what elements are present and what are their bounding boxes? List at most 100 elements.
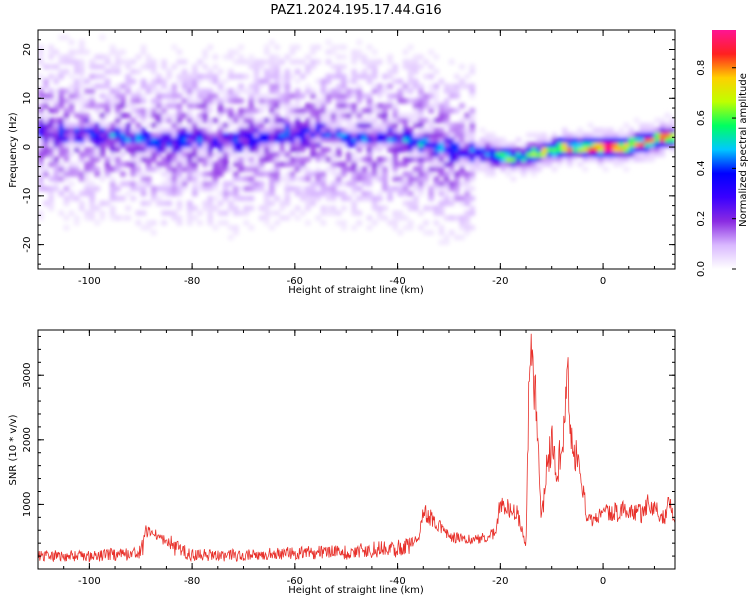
heatmap-cell — [361, 108, 368, 114]
heatmap-cell — [433, 142, 440, 148]
heatmap-cell — [120, 112, 126, 119]
heatmap-cell — [186, 220, 193, 226]
spectrogram-x-axis-label: Height of straight line (km) — [288, 285, 424, 296]
figure-title: PAZ1.2024.195.17.44.G16 — [270, 3, 441, 18]
heatmap-cell — [171, 161, 178, 167]
heatmap-cell — [289, 142, 296, 148]
heatmap-cell — [315, 142, 321, 148]
heatmap-cell — [330, 171, 337, 177]
heatmap-cell — [156, 127, 162, 133]
heatmap-cell — [140, 44, 147, 50]
heatmap-cell — [176, 137, 183, 143]
heatmap-cell — [541, 132, 547, 138]
heatmap-cell — [120, 98, 126, 104]
heatmap-cell — [500, 147, 506, 153]
heatmap-cell — [413, 186, 419, 192]
heatmap-cell — [294, 137, 301, 143]
heatmap-cell — [413, 205, 419, 211]
heatmap-cell — [104, 112, 111, 119]
heatmap-cell — [130, 186, 137, 192]
heatmap-cell — [79, 137, 85, 143]
heatmap-cell — [392, 156, 398, 163]
heatmap-cell — [454, 137, 460, 143]
heatmap-cell — [448, 186, 455, 192]
heatmap-cell — [99, 54, 106, 60]
heatmap-cell — [418, 132, 424, 138]
heatmap-cell — [428, 64, 434, 70]
heatmap-cell — [89, 181, 95, 187]
heatmap-cell — [217, 88, 224, 94]
heatmap-cell — [269, 176, 275, 182]
heatmap-cell — [115, 49, 121, 55]
heatmap-cell — [238, 112, 244, 119]
heatmap-cell — [99, 132, 106, 138]
heatmap-cell — [89, 83, 95, 89]
heatmap-cell — [73, 98, 80, 104]
heatmap-cell — [315, 103, 321, 109]
heatmap-cell — [89, 64, 95, 70]
heatmap-cell — [207, 210, 214, 216]
heatmap-cell — [238, 108, 244, 114]
heatmap-cell — [181, 127, 188, 133]
heatmap-cell — [618, 142, 625, 148]
heatmap-cell — [248, 147, 255, 153]
heatmap-cell — [382, 142, 388, 148]
heatmap-cell — [171, 132, 178, 138]
heatmap-cell — [264, 117, 270, 124]
heatmap-cell — [289, 93, 296, 99]
heatmap-cell — [649, 137, 655, 143]
heatmap-cell — [125, 127, 131, 133]
heatmap-cell — [515, 166, 522, 172]
heatmap-cell — [597, 142, 604, 148]
heatmap-cell — [454, 156, 460, 163]
heatmap-cell — [469, 108, 476, 114]
heatmap-cell — [320, 83, 327, 89]
heatmap-cell — [341, 88, 347, 94]
heatmap-cell — [515, 161, 522, 167]
heatmap-cell — [217, 190, 224, 197]
heatmap-cell — [428, 205, 434, 211]
heatmap-cell — [438, 166, 445, 172]
heatmap-cell — [115, 156, 121, 163]
heatmap-cell — [325, 78, 332, 85]
heatmap-cell — [207, 147, 214, 153]
heatmap-cell — [151, 156, 157, 163]
heatmap-cell — [335, 171, 342, 177]
heatmap-cell — [115, 147, 121, 153]
snr-x-tick-label: 0 — [600, 576, 606, 587]
heatmap-cell — [186, 161, 193, 167]
heatmap-cell — [68, 161, 75, 167]
heatmap-cell — [330, 195, 337, 202]
heatmap-cell — [377, 171, 383, 177]
heatmap-cell — [413, 103, 419, 109]
heatmap-cell — [243, 156, 250, 163]
heatmap-cell — [320, 147, 327, 153]
heatmap-cell — [454, 147, 460, 153]
spectrogram-y-tick-label: 0 — [22, 144, 33, 150]
heatmap-cell — [248, 132, 255, 138]
heatmap-cell — [94, 103, 101, 109]
heatmap-cell — [366, 78, 373, 85]
heatmap-cell — [289, 49, 296, 55]
heatmap-cell — [546, 137, 553, 143]
heatmap-cell — [448, 151, 455, 158]
heatmap-cell — [248, 195, 255, 202]
heatmap-cell — [356, 186, 363, 192]
heatmap-cell — [623, 147, 630, 153]
heatmap-cell — [197, 122, 203, 128]
heatmap-cell — [274, 132, 280, 138]
heatmap-cell — [135, 93, 142, 99]
heatmap-cell — [233, 88, 239, 94]
heatmap-cell — [84, 117, 90, 124]
heatmap-cell — [120, 132, 126, 138]
heatmap-cell — [217, 166, 224, 172]
heatmap-cell — [428, 93, 434, 99]
heatmap-cell — [238, 210, 244, 216]
heatmap-cell — [325, 147, 332, 153]
heatmap-cell — [603, 156, 609, 163]
heatmap-cell — [387, 117, 393, 124]
heatmap-cell — [315, 171, 321, 177]
heatmap-cell — [151, 69, 157, 75]
heatmap-cell — [351, 181, 357, 187]
heatmap-cell — [341, 171, 347, 177]
